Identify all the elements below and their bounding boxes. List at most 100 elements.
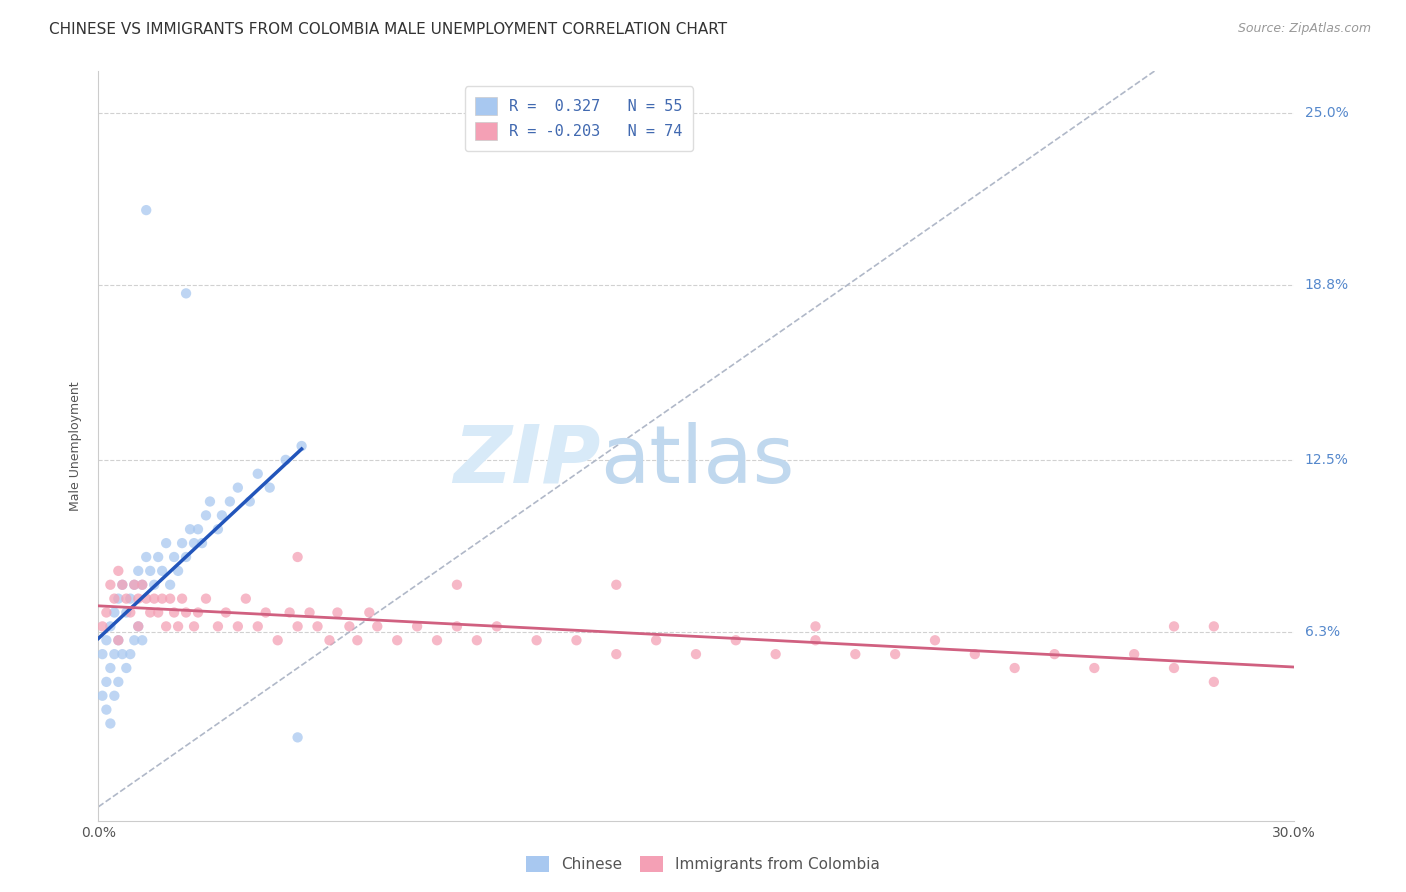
Point — [267, 633, 290, 648]
Point — [1043, 647, 1066, 661]
Point — [1163, 619, 1185, 633]
Point — [115, 661, 138, 675]
Point — [246, 467, 269, 481]
Point — [195, 508, 218, 523]
Point — [167, 564, 190, 578]
Point — [91, 689, 114, 703]
Text: 18.8%: 18.8% — [1305, 278, 1348, 292]
Point — [127, 619, 149, 633]
Point — [963, 647, 986, 661]
Point — [127, 564, 149, 578]
Point — [1004, 661, 1026, 675]
Text: 25.0%: 25.0% — [1305, 106, 1348, 120]
Text: 6.3%: 6.3% — [1305, 625, 1340, 639]
Point — [191, 536, 214, 550]
Point — [155, 619, 177, 633]
Point — [465, 633, 488, 648]
Point — [195, 591, 218, 606]
Point — [844, 647, 866, 661]
Point — [98, 578, 122, 592]
Y-axis label: Male Unemployment: Male Unemployment — [69, 381, 83, 511]
Point — [174, 286, 197, 301]
Point — [131, 633, 153, 648]
Point — [215, 606, 238, 620]
Point — [103, 606, 125, 620]
Point — [150, 564, 173, 578]
Point — [235, 591, 257, 606]
Point — [159, 578, 181, 592]
Point — [246, 619, 269, 633]
Point — [127, 619, 149, 633]
Point — [1163, 661, 1185, 675]
Point — [111, 578, 134, 592]
Point — [107, 633, 129, 648]
Point — [274, 453, 297, 467]
Point — [96, 633, 118, 648]
Point — [426, 633, 449, 648]
Point — [291, 439, 314, 453]
Point — [884, 647, 907, 661]
Point — [605, 578, 627, 592]
Point — [685, 647, 707, 661]
Point — [645, 633, 668, 648]
Point — [198, 494, 221, 508]
Point — [359, 606, 381, 620]
Point — [111, 647, 134, 661]
Point — [107, 674, 129, 689]
Point — [111, 578, 134, 592]
Point — [326, 606, 349, 620]
Point — [187, 606, 209, 620]
Legend: Chinese, Immigrants from Colombia: Chinese, Immigrants from Colombia — [517, 848, 889, 880]
Point — [107, 591, 129, 606]
Point — [163, 606, 186, 620]
Text: ZIP: ZIP — [453, 422, 600, 500]
Point — [163, 549, 186, 564]
Point — [98, 716, 122, 731]
Point — [183, 536, 205, 550]
Point — [485, 619, 508, 633]
Point — [605, 647, 627, 661]
Point — [446, 578, 468, 592]
Point — [107, 564, 129, 578]
Point — [103, 689, 125, 703]
Point — [139, 564, 162, 578]
Point — [207, 522, 229, 536]
Point — [287, 619, 309, 633]
Point — [804, 619, 827, 633]
Point — [120, 591, 142, 606]
Point — [318, 633, 340, 648]
Point — [239, 494, 262, 508]
Point — [406, 619, 429, 633]
Point — [174, 606, 197, 620]
Point — [187, 522, 209, 536]
Point — [120, 606, 142, 620]
Point — [259, 481, 281, 495]
Point — [155, 536, 177, 550]
Point — [339, 619, 361, 633]
Text: Source: ZipAtlas.com: Source: ZipAtlas.com — [1237, 22, 1371, 36]
Point — [366, 619, 388, 633]
Point — [115, 591, 138, 606]
Text: CHINESE VS IMMIGRANTS FROM COLOMBIA MALE UNEMPLOYMENT CORRELATION CHART: CHINESE VS IMMIGRANTS FROM COLOMBIA MALE… — [49, 22, 727, 37]
Point — [278, 606, 301, 620]
Point — [91, 619, 114, 633]
Point — [219, 494, 242, 508]
Point — [254, 606, 277, 620]
Point — [91, 647, 114, 661]
Point — [1123, 647, 1146, 661]
Point — [804, 633, 827, 648]
Point — [124, 578, 146, 592]
Point — [287, 731, 309, 745]
Text: 12.5%: 12.5% — [1305, 453, 1348, 467]
Point — [143, 591, 166, 606]
Point — [207, 619, 229, 633]
Point — [103, 591, 125, 606]
Point — [159, 591, 181, 606]
Point — [346, 633, 368, 648]
Point — [526, 633, 548, 648]
Point — [287, 549, 309, 564]
Point — [298, 606, 321, 620]
Text: atlas: atlas — [600, 422, 794, 500]
Point — [148, 549, 170, 564]
Point — [724, 633, 747, 648]
